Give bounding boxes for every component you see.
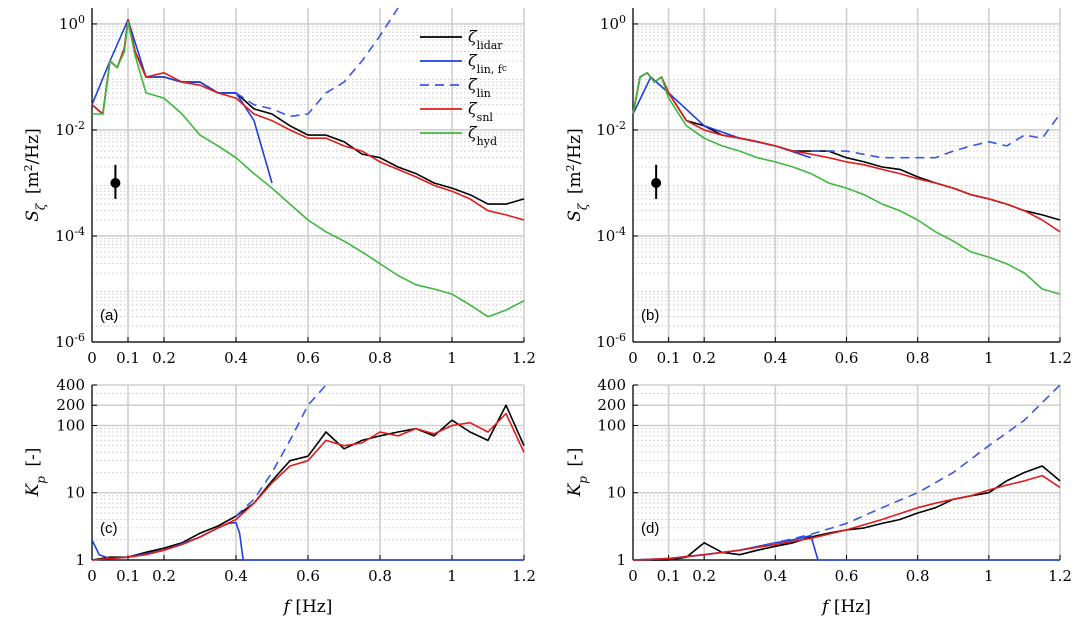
- y-tick-label: 100: [600, 12, 626, 32]
- x-tick-label: 0: [628, 567, 638, 585]
- panel-label: (d): [641, 520, 659, 537]
- x-tick-label: 0: [87, 349, 97, 367]
- y-tick-label: 100: [56, 416, 85, 434]
- x-tick-label: 0.2: [692, 349, 716, 367]
- series-line: [91, 404, 525, 561]
- series-line: [632, 384, 1061, 561]
- x-tick-label: 1: [447, 567, 457, 585]
- x-tick-label: 1.2: [512, 349, 536, 367]
- legend-label: ζhyd: [468, 123, 497, 148]
- chart-panel: 0 0.1 0.2 0.4 0.6 0.8 1 1.2 1 10 100 200 400 (c) Kp [-…: [23, 376, 536, 617]
- y-tick-label: 1: [616, 551, 626, 569]
- x-tick-label: 1.2: [1048, 349, 1072, 367]
- x-tick-label: 0.6: [296, 567, 320, 585]
- y-tick-label: 200: [56, 396, 85, 414]
- y-axis-label: Sζ [m2/Hz]: [22, 128, 49, 221]
- x-tick-label: 1: [447, 349, 457, 367]
- y-tick-label: 10-4: [55, 224, 85, 245]
- legend-label: ζlidar: [468, 27, 503, 52]
- x-axis-label: f [Hz]: [282, 597, 333, 617]
- error-bar-point: [651, 177, 662, 188]
- series-line: [235, 384, 327, 517]
- y-tick-label: 10-6: [55, 331, 85, 352]
- x-tick-label: 1.2: [512, 567, 536, 585]
- y-tick-label: 400: [56, 376, 85, 394]
- x-tick-label: 0.1: [116, 349, 140, 367]
- y-tick-label: 400: [597, 376, 626, 394]
- x-tick-label: 0.4: [763, 349, 787, 367]
- x-tick-label: 0.6: [835, 567, 859, 585]
- x-tick-label: 1: [984, 567, 994, 585]
- x-tick-label: 1.2: [1048, 567, 1072, 585]
- x-tick-label: 0.4: [763, 567, 787, 585]
- x-tick-label: 0.6: [296, 349, 320, 367]
- y-tick-label: 100: [59, 12, 85, 32]
- y-tick-label: 10: [607, 484, 626, 502]
- legend-label: ζlin, fc: [468, 51, 507, 76]
- series-line: [633, 465, 1061, 561]
- series-line: [91, 412, 525, 561]
- y-tick-label: 10-4: [596, 224, 626, 245]
- x-tick-label: 0.4: [224, 567, 248, 585]
- y-tick-label: 10: [66, 484, 85, 502]
- error-bar-point: [110, 177, 121, 188]
- chart-panel: 0 0.1 0.2 0.4 0.6 0.8 1 1.2 10-6 10-4 10-2 100 (b) Sζ…: [564, 8, 1072, 367]
- y-tick-label: 200: [597, 396, 626, 414]
- x-tick-label: 0.2: [152, 349, 176, 367]
- y-tick-label: 10-2: [596, 118, 626, 139]
- panel-label: (a): [100, 307, 118, 324]
- x-tick-label: 1: [984, 349, 994, 367]
- x-tick-label: 0.1: [657, 349, 681, 367]
- legend-label: ζsnl: [468, 99, 493, 124]
- x-tick-label: 0: [87, 567, 97, 585]
- x-tick-label: 0.1: [657, 567, 681, 585]
- x-tick-label: 0.8: [906, 349, 930, 367]
- x-tick-label: 0.8: [906, 567, 930, 585]
- series-line: [632, 474, 1061, 561]
- x-tick-label: 0.8: [368, 349, 392, 367]
- x-tick-label: 0.8: [368, 567, 392, 585]
- y-axis-label: Kp [-]: [565, 448, 590, 498]
- y-axis-label: Kp [-]: [23, 448, 48, 498]
- y-tick-label: 100: [597, 416, 626, 434]
- y-tick-label: 1: [75, 551, 85, 569]
- x-tick-label: 0.1: [116, 567, 140, 585]
- legend-label: ζlin: [468, 75, 491, 100]
- chart-panel: 0 0.1 0.2 0.4 0.6 0.8 1 1.2 1 10 100 200 400 (d) Kp [-…: [565, 376, 1072, 617]
- y-tick-label: 10-2: [55, 118, 85, 139]
- panel-label: (b): [641, 307, 659, 324]
- series-line: [92, 20, 525, 318]
- series-line: [632, 72, 1061, 295]
- x-axis-label: f [Hz]: [820, 597, 871, 617]
- series-line: [235, 7, 399, 118]
- x-tick-label: 0.4: [224, 349, 248, 367]
- x-tick-label: 0.2: [152, 567, 176, 585]
- x-tick-label: 0.2: [692, 567, 716, 585]
- panel-label: (c): [100, 520, 118, 537]
- series-line: [632, 72, 1061, 233]
- x-tick-label: 0.6: [835, 349, 859, 367]
- y-axis-label: Sζ [m2/Hz]: [564, 128, 591, 221]
- x-tick-label: 0: [628, 349, 638, 367]
- y-tick-label: 10-6: [596, 331, 626, 352]
- series-line: [810, 113, 1061, 159]
